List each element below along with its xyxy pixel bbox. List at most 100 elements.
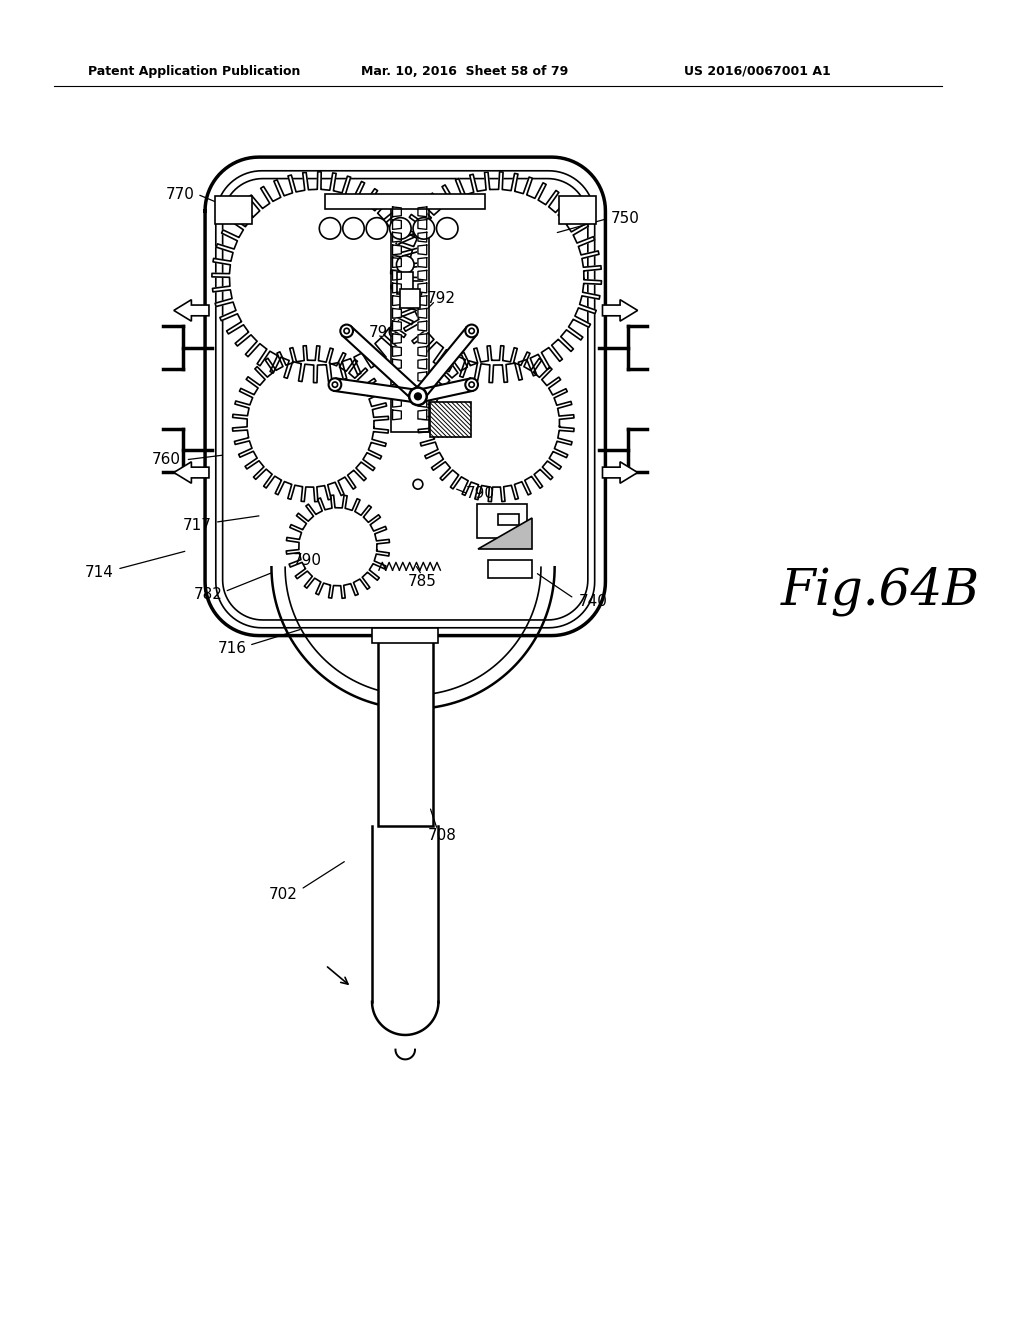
Bar [498, 513, 519, 525]
Text: Mar. 10, 2016  Sheet 58 of 79: Mar. 10, 2016 Sheet 58 of 79 [361, 65, 568, 78]
Polygon shape [392, 321, 401, 331]
Bar [378, 636, 432, 826]
Circle shape [413, 479, 423, 490]
Polygon shape [392, 309, 401, 318]
Polygon shape [372, 826, 438, 1002]
Polygon shape [392, 411, 401, 420]
Text: 750: 750 [610, 211, 639, 226]
Circle shape [396, 256, 414, 273]
Polygon shape [392, 372, 401, 381]
Text: US 2016/0067001 A1: US 2016/0067001 A1 [684, 65, 830, 78]
Bar [390, 201, 429, 433]
Polygon shape [174, 300, 209, 321]
Polygon shape [174, 462, 209, 483]
Circle shape [410, 388, 427, 405]
Polygon shape [418, 207, 427, 216]
Circle shape [413, 218, 434, 239]
Polygon shape [418, 309, 427, 318]
Bar [372, 628, 438, 643]
Circle shape [416, 393, 421, 399]
Polygon shape [418, 321, 427, 331]
Text: 792: 792 [427, 416, 456, 432]
Circle shape [412, 389, 424, 403]
Circle shape [332, 381, 338, 387]
Text: 796: 796 [370, 325, 398, 341]
Polygon shape [392, 219, 401, 230]
Polygon shape [392, 257, 401, 268]
Text: 782: 782 [194, 587, 222, 602]
Polygon shape [418, 232, 427, 242]
Text: 760: 760 [152, 453, 180, 467]
Bar [476, 504, 527, 539]
Circle shape [412, 389, 424, 403]
Polygon shape [418, 359, 427, 370]
Circle shape [389, 218, 411, 239]
Bar [326, 194, 485, 209]
Text: 714: 714 [85, 565, 114, 579]
Circle shape [412, 389, 424, 403]
Text: 702: 702 [268, 887, 298, 902]
Polygon shape [392, 271, 401, 280]
Text: Patent Application Publication: Patent Application Publication [88, 65, 300, 78]
Polygon shape [418, 411, 427, 420]
Polygon shape [392, 246, 401, 255]
Text: 792: 792 [427, 292, 456, 306]
Polygon shape [392, 296, 401, 305]
Circle shape [367, 218, 388, 239]
Polygon shape [418, 271, 427, 280]
Bar [400, 289, 420, 309]
Text: 720: 720 [430, 408, 459, 424]
Circle shape [416, 393, 421, 399]
Bar [430, 403, 471, 437]
Polygon shape [392, 232, 401, 242]
Text: 708: 708 [428, 828, 457, 843]
Bar [488, 561, 532, 578]
Polygon shape [418, 384, 427, 395]
Polygon shape [418, 334, 427, 343]
Polygon shape [418, 347, 427, 356]
Polygon shape [212, 172, 423, 383]
Polygon shape [392, 334, 401, 343]
Polygon shape [232, 346, 388, 502]
Text: 770: 770 [166, 186, 196, 202]
Circle shape [329, 379, 341, 391]
Bar [558, 197, 596, 223]
Circle shape [469, 329, 474, 334]
Polygon shape [205, 157, 605, 636]
Circle shape [319, 218, 341, 239]
Polygon shape [413, 327, 476, 400]
Circle shape [340, 325, 353, 338]
Circle shape [415, 393, 421, 400]
Polygon shape [418, 397, 427, 407]
Polygon shape [392, 359, 401, 370]
Polygon shape [392, 347, 401, 356]
Bar [215, 197, 252, 223]
Circle shape [465, 325, 478, 338]
Circle shape [412, 389, 424, 403]
Polygon shape [418, 372, 427, 381]
Polygon shape [392, 282, 401, 293]
Text: Fig.64B: Fig.64B [781, 566, 980, 616]
Polygon shape [392, 384, 401, 395]
Polygon shape [478, 519, 532, 549]
Circle shape [465, 379, 478, 391]
Polygon shape [418, 282, 427, 293]
Circle shape [416, 393, 421, 399]
Polygon shape [418, 257, 427, 268]
Polygon shape [418, 219, 427, 230]
Bar [397, 272, 413, 294]
Polygon shape [372, 1002, 438, 1035]
Polygon shape [418, 296, 427, 305]
Circle shape [436, 218, 458, 239]
Polygon shape [334, 379, 419, 403]
Text: 785: 785 [408, 574, 436, 590]
Text: 740: 740 [579, 594, 607, 609]
Circle shape [469, 381, 474, 387]
Text: 717: 717 [183, 517, 212, 533]
Polygon shape [418, 346, 574, 502]
Polygon shape [417, 379, 473, 403]
Polygon shape [602, 462, 638, 483]
Polygon shape [392, 397, 401, 407]
Circle shape [344, 329, 349, 334]
Text: 716: 716 [218, 640, 247, 656]
